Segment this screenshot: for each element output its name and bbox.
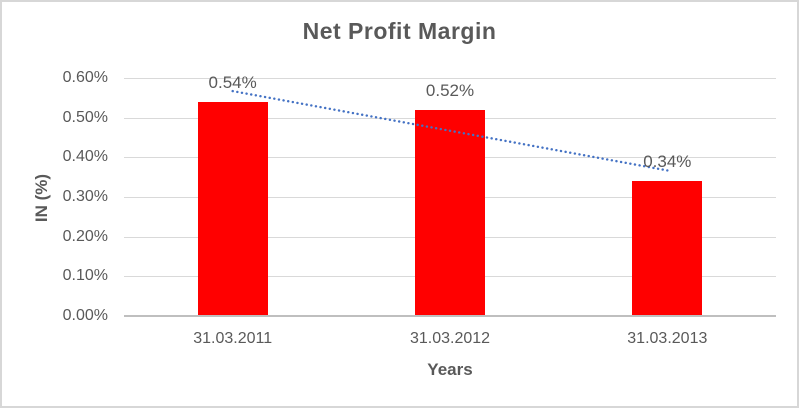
bar-31.03.2011 (197, 101, 268, 315)
y-tick-label: 0.00% (62, 307, 108, 324)
y-tick-label: 0.20% (62, 227, 108, 245)
x-tick-label: 31.03.2012 (409, 330, 491, 347)
y-tick-label: 0.50% (62, 108, 108, 126)
bar-31.03.2012 (415, 109, 485, 315)
data-label: 0.34% (643, 152, 692, 172)
chart-title: Net Profit Margin (302, 18, 497, 44)
y-tick-label: 0.40% (62, 148, 108, 166)
bar-31.03.2013 (632, 181, 703, 315)
y-tick-label: 0.30% (62, 188, 108, 205)
x-axis-title: Years (427, 360, 473, 379)
data-label: 0.52% (425, 80, 475, 100)
data-label: 0.54% (208, 72, 257, 92)
x-tick-label: 31.03.2013 (627, 330, 708, 347)
x-axis-line (124, 315, 776, 317)
y-tick-label: 0.10% (62, 267, 108, 285)
y-tick-label: 0.60% (62, 69, 108, 86)
plot-area: 0.54% 0.52% 0.34% (124, 73, 776, 317)
trendline (231, 89, 669, 172)
x-tick-label: 31.03.2011 (193, 330, 273, 347)
gridline (124, 78, 776, 79)
